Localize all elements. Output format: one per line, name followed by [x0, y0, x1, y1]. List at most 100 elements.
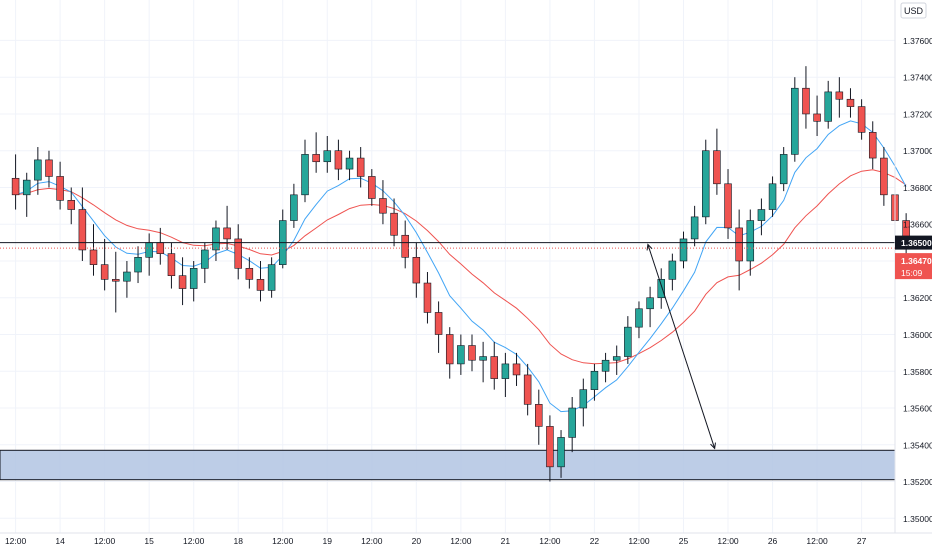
x-tick-label: 22 — [590, 536, 600, 546]
candle-body — [67, 200, 75, 210]
candle-body — [145, 242, 153, 258]
candle-body — [746, 220, 755, 262]
candle-body — [523, 374, 532, 405]
candle-body — [724, 183, 732, 229]
last-price-tag — [895, 253, 932, 280]
currency-badge[interactable] — [900, 2, 927, 19]
y-tick-label: 1.37600 — [903, 36, 932, 46]
x-tick-label: 19 — [323, 536, 333, 546]
x-tick-label: 12:00 — [94, 536, 116, 546]
candle-body — [334, 150, 343, 170]
candle-body — [601, 359, 610, 372]
x-tick-label: 12:00 — [539, 536, 561, 546]
candle-body — [568, 407, 576, 438]
candle-body — [791, 87, 799, 155]
zone-rectangle — [0, 449, 896, 481]
y-tick-label: 1.35600 — [903, 404, 932, 414]
candle-body — [89, 249, 98, 265]
candle-body — [679, 238, 688, 262]
candle-body — [223, 227, 231, 240]
x-tick-label: 14 — [55, 536, 65, 546]
last-price-label: 1.36470 — [901, 256, 932, 266]
candle-body — [668, 260, 677, 280]
projection-arrow — [646, 243, 716, 450]
x-tick-label: 27 — [857, 536, 867, 546]
y-tick-label: 1.36200 — [903, 293, 932, 303]
candle-body — [256, 279, 265, 291]
candle-body — [434, 312, 443, 335]
candle-body — [713, 150, 721, 185]
x-tick-label: 12:00 — [361, 536, 383, 546]
x-tick-label: 26 — [768, 536, 778, 546]
candle-body — [368, 176, 376, 199]
candle-body — [34, 159, 42, 181]
x-tick-label: 12:00 — [450, 536, 472, 546]
candle-body — [189, 268, 198, 289]
candle-body — [535, 404, 543, 427]
y-tick-label: 1.36000 — [903, 330, 932, 340]
candle-body — [846, 98, 855, 107]
projection-arrow-line — [647, 244, 716, 449]
y-tick-label: 1.35800 — [903, 367, 932, 377]
candle-body — [356, 157, 365, 177]
candle-body — [646, 297, 654, 310]
candle-body — [312, 154, 320, 163]
candle-body — [457, 345, 465, 365]
candle-body — [323, 150, 332, 163]
candle-body — [45, 159, 53, 177]
candle-body — [267, 264, 276, 291]
candle-body — [690, 216, 699, 240]
candle-body — [501, 363, 510, 379]
candle-body — [735, 227, 743, 262]
candle-body — [379, 198, 387, 214]
price-lines — [0, 242, 895, 249]
candle-body — [123, 271, 131, 282]
candle-body — [178, 275, 187, 289]
candle-body — [345, 157, 354, 170]
candle-body — [657, 279, 665, 299]
y-tick-label: 1.35200 — [903, 477, 932, 487]
x-tick-label: 20 — [412, 536, 422, 546]
candle-body — [868, 132, 877, 159]
candle-body — [802, 87, 810, 115]
candle-body — [468, 345, 476, 361]
x-tick-label: 12:00 — [272, 536, 294, 546]
x-tick-label: 12:00 — [806, 536, 828, 546]
candle-body — [557, 437, 565, 468]
candle-body — [401, 234, 409, 258]
candle-body — [512, 363, 521, 376]
candle-body — [100, 264, 109, 280]
x-tick-label: 25 — [679, 536, 689, 546]
currency-label: USD — [904, 6, 924, 16]
x-tick-label: 21 — [501, 536, 511, 546]
candle-body — [813, 113, 821, 122]
candle-body — [757, 209, 766, 221]
candle-body — [624, 326, 632, 357]
candle-body — [11, 177, 20, 196]
candle-body — [134, 257, 142, 273]
candle-body — [824, 91, 832, 122]
candle-body — [479, 356, 487, 361]
y-tick-label: 1.36800 — [903, 183, 932, 193]
x-tick-label: 12:00 — [628, 536, 650, 546]
x-tick-label: 12:00 — [183, 536, 205, 546]
candle-body — [234, 238, 242, 269]
candle-body — [167, 253, 176, 276]
y-tick-label: 1.37000 — [903, 146, 932, 156]
candle-body — [390, 212, 398, 236]
projection-arrow-head-end — [710, 442, 716, 450]
level-price-tag — [895, 235, 932, 250]
candle-body — [445, 334, 454, 365]
candle-body — [245, 268, 254, 280]
x-tick-label: 12:00 — [717, 536, 739, 546]
candle-body — [201, 249, 209, 269]
x-tick-label: 12:00 — [5, 536, 27, 546]
candle-body — [290, 194, 298, 221]
candle-body — [490, 356, 499, 379]
x-tick-label: 15 — [144, 536, 154, 546]
candle-body — [590, 370, 599, 390]
candle-body — [779, 154, 788, 185]
